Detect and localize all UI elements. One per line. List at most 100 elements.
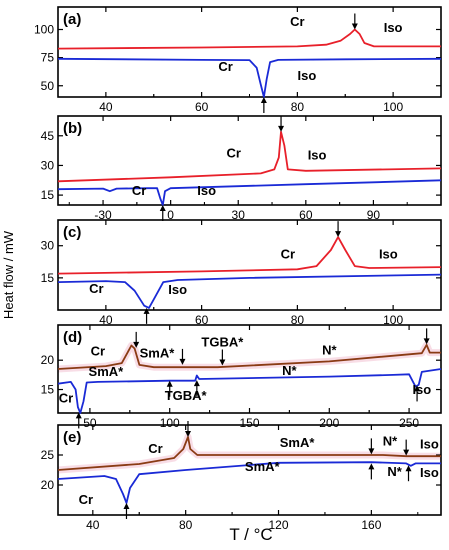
phase-label: N*: [383, 433, 398, 448]
x-tick-label: 100: [160, 416, 180, 430]
x-tick-label: 80: [291, 313, 305, 327]
phase-label: Iso: [420, 465, 439, 480]
x-tick-label: 40: [99, 313, 113, 327]
series-line-brown: [57, 436, 441, 471]
y-tick-label: 20: [41, 353, 55, 367]
panel-tag: (d): [63, 329, 82, 346]
y-tick-label: 30: [41, 158, 55, 172]
phase-label: SmA*: [89, 364, 125, 379]
phase-label: Cr: [59, 390, 73, 405]
transition-arrow: [278, 115, 285, 132]
transition-arrow: [423, 328, 430, 345]
phase-label: N*: [387, 464, 402, 479]
series-line-blue: [57, 368, 442, 414]
panel-tag: (a): [63, 11, 81, 28]
x-tick-label: 0: [167, 208, 174, 222]
phase-label: N*: [322, 342, 337, 357]
panel-c: 40 60 80 100 15 30 Cr Iso Cr Iso (c): [41, 219, 442, 327]
x-tick-label: 80: [291, 100, 305, 114]
transition-arrow: [179, 348, 186, 365]
transition-arrow: [75, 412, 82, 429]
phase-label: SmA*: [280, 435, 316, 450]
phase-label: N*: [282, 363, 297, 378]
plot-frame: [57, 219, 442, 311]
phase-label: Cr: [148, 441, 162, 456]
plot-frame: [57, 115, 442, 206]
phase-label: Iso: [308, 148, 327, 163]
x-tick-label: 40: [99, 100, 113, 114]
x-tick-label: 120: [268, 518, 288, 532]
y-axis-title: Heat flow / mW: [1, 230, 16, 319]
transition-arrow: [368, 438, 375, 455]
y-tick-label: 100: [34, 23, 54, 37]
transition-arrow: [351, 13, 358, 30]
panel-a: 40 60 80 100 50 75 100 Cr Iso Cr Iso (a): [34, 6, 442, 114]
x-tick-label: -30: [94, 208, 112, 222]
phase-label: Iso: [197, 183, 216, 198]
x-tick-label: 200: [319, 416, 339, 430]
transition-arrow: [166, 380, 173, 397]
x-tick-label: 100: [383, 313, 403, 327]
x-tick-label: 100: [383, 100, 403, 114]
transition-arrow: [159, 205, 166, 221]
phase-label: Iso: [298, 68, 317, 83]
phase-label: TGBA*: [201, 335, 244, 350]
transition-arrow: [405, 465, 412, 482]
panel-tag: (c): [63, 224, 81, 241]
transition-arrow: [193, 380, 200, 397]
series-line-red: [57, 236, 442, 275]
phase-label: SmA*: [245, 459, 281, 474]
phase-label: Iso: [420, 436, 439, 451]
panel-tag: (b): [63, 120, 82, 137]
series-line-blue: [57, 461, 441, 504]
transition-arrow: [414, 385, 421, 402]
y-tick-label: 15: [41, 188, 55, 202]
panel-tag: (e): [63, 429, 81, 446]
phase-label: Cr: [227, 146, 241, 161]
panels: 40 60 80 100 50 75 100 Cr Iso Cr Iso (a) -30 0 30 60 90 1…: [34, 6, 442, 532]
transition-arrow: [403, 439, 410, 456]
x-tick-label: 60: [195, 313, 209, 327]
phase-label: Cr: [91, 344, 105, 359]
series-line-blue: [57, 273, 442, 309]
y-tick-label: 50: [41, 79, 55, 93]
x-tick-label: 80: [179, 518, 193, 532]
transition-arrow: [184, 421, 191, 437]
x-axis-title: T / °C: [229, 525, 272, 544]
transition-arrow: [133, 331, 140, 348]
x-tick-label: 40: [86, 518, 100, 532]
series-line-brown: [57, 343, 441, 370]
transition-arrow: [260, 97, 267, 113]
transition-arrow: [335, 221, 342, 238]
transition-arrow: [368, 463, 375, 480]
transition-arrow: [123, 503, 130, 519]
phase-label: Cr: [132, 183, 146, 198]
phase-label: SmA*: [140, 345, 176, 360]
panel-e: 40 80 120 160 20 25 Cr SmA* N* Iso SmA* N* Iso Cr (e): [41, 421, 442, 532]
phase-label: Cr: [290, 14, 304, 29]
phase-label: Iso: [412, 382, 431, 397]
y-tick-label: 25: [41, 448, 55, 462]
series-line-red: [57, 28, 441, 50]
phase-label: TGBA*: [165, 388, 208, 403]
phase-label: Iso: [384, 20, 403, 35]
phase-label: Cr: [89, 281, 103, 296]
x-tick-label: 50: [83, 416, 97, 430]
x-tick-label: 150: [239, 416, 259, 430]
y-tick-label: 75: [41, 51, 55, 65]
series-line-blue: [57, 57, 442, 98]
x-tick-label: 160: [361, 518, 381, 532]
transition-arrow: [143, 307, 150, 324]
phase-label: Iso: [168, 282, 187, 297]
y-tick-label: 15: [41, 383, 55, 397]
x-tick-label: 30: [232, 208, 246, 222]
panel-b: -30 0 30 60 90 15 30 45 Cr Iso Cr Iso (b): [41, 115, 442, 222]
phase-label: Cr: [281, 247, 295, 262]
y-tick-label: 15: [41, 271, 55, 285]
series-line-red: [57, 130, 442, 183]
y-tick-label: 30: [41, 239, 55, 253]
phase-label: Cr: [218, 59, 232, 74]
phase-label: Iso: [379, 247, 398, 262]
transition-arrow: [219, 349, 226, 366]
